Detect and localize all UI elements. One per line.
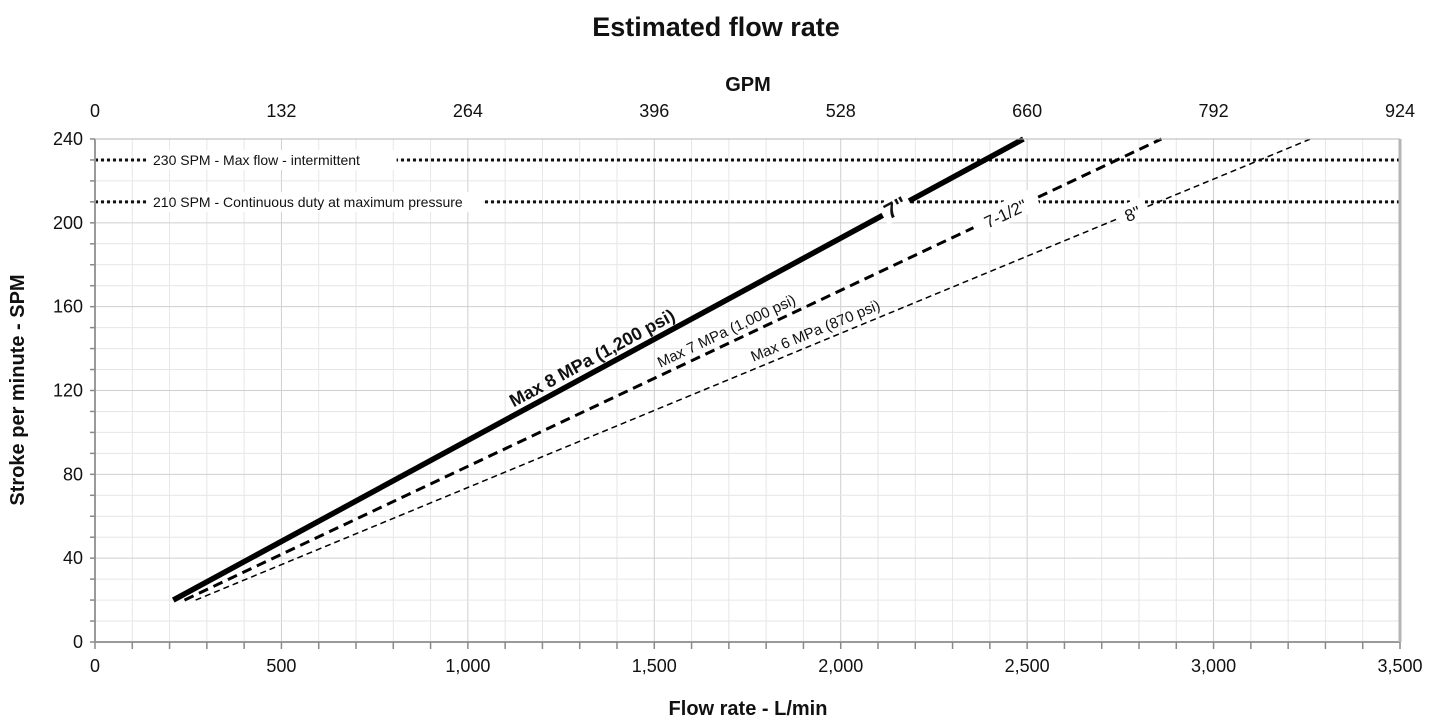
x-axis-title: Flow rate - L/min <box>669 698 828 720</box>
reference-label: 210 SPM - Continuous duty at maximum pre… <box>153 194 463 210</box>
top-tick-label: 0 <box>90 101 100 121</box>
x-tick-label: 3,000 <box>1191 656 1236 676</box>
series-name-label-2: 7-1/2" <box>968 187 1042 238</box>
series-line-1 <box>171 136 1025 603</box>
y-tick-label: 40 <box>63 548 83 568</box>
reference-label-background <box>147 191 483 212</box>
series-annotation-text: Max 8 MPa (1,200 psi) <box>506 305 678 411</box>
series-annotation-text: Max 7 MPa (1,000 psi) <box>655 292 799 372</box>
series-name-background <box>877 191 915 225</box>
series-name-background <box>1114 196 1151 229</box>
top-tick-label: 660 <box>1012 101 1042 121</box>
series-name-text: 7" <box>880 191 912 224</box>
y-tick-label: 160 <box>53 297 83 317</box>
grid <box>94 138 1401 643</box>
series-name-text: 8" <box>1122 202 1144 225</box>
top-tick-label: 528 <box>826 101 856 121</box>
y-tick-label: 0 <box>73 632 83 652</box>
axes <box>90 138 1402 649</box>
series-annotation-1: Max 8 MPa (1,200 psi) <box>506 305 678 411</box>
x-tick-label: 3,500 <box>1377 656 1422 676</box>
series-annotation-2: Max 7 MPa (1,000 psi) <box>655 292 799 372</box>
series-name-label-3: 8" <box>1114 196 1151 229</box>
series-name-background <box>968 187 1042 238</box>
reference-label-background <box>147 149 397 170</box>
tick-labels: 0 500 1,000 1,500 2,000 2,500 3,000 3,500 0 40 80 1… <box>53 101 1423 676</box>
x-tick-label: 2,000 <box>818 656 863 676</box>
series-labels: 7" Max 8 MPa (1,200 psi) 7-1/2" Max 7 MPa (… <box>506 187 1151 411</box>
top-tick-label: 792 <box>1199 101 1229 121</box>
y-tick-label: 200 <box>53 213 83 233</box>
x-tick-label: 1,500 <box>632 656 677 676</box>
x-tick-label: 0 <box>90 656 100 676</box>
y-tick-label: 120 <box>53 381 83 401</box>
top-tick-label: 924 <box>1385 101 1415 121</box>
top-tick-label: 264 <box>453 101 483 121</box>
chart-title: Estimated flow rate <box>592 12 840 42</box>
reference-label: 230 SPM - Max flow - intermittent <box>153 152 360 168</box>
y-tick-label: 80 <box>63 464 83 484</box>
y-axis-title: Stroke per minute - SPM <box>7 274 29 505</box>
top-axis-title: GPM <box>725 74 771 96</box>
x-tick-label: 500 <box>266 656 296 676</box>
y-tick-label: 240 <box>53 129 83 149</box>
top-tick-label: 396 <box>639 101 669 121</box>
x-tick-label: 1,000 <box>445 656 490 676</box>
top-tick-label: 132 <box>266 101 296 121</box>
series-name-label-1: 7" <box>877 191 915 225</box>
x-tick-label: 2,500 <box>1005 656 1050 676</box>
reference-lines: 230 SPM - Max flow - intermittent 210 SPM… <box>95 149 1400 212</box>
